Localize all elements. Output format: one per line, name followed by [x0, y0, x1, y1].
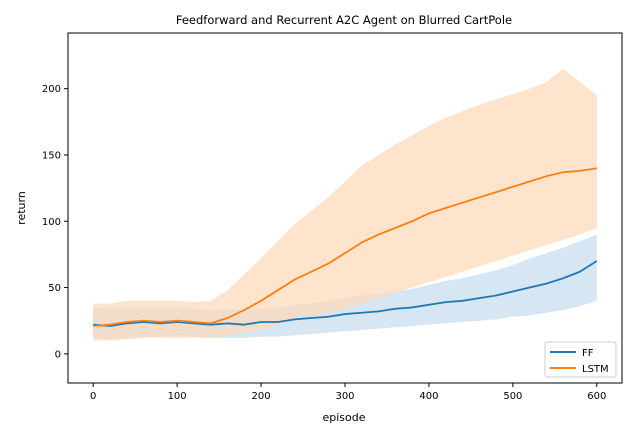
x-tick-label: 400 — [419, 391, 438, 402]
series-lines — [93, 167, 598, 327]
x-tick-label: 0 — [90, 391, 96, 402]
band-lstm — [93, 68, 597, 341]
y-tick-label: 200 — [42, 84, 61, 95]
x-tick-label: 300 — [335, 391, 354, 402]
legend-label-ff: FF — [582, 348, 594, 359]
x-tick-label: 200 — [252, 391, 271, 402]
legend-label-lstm: LSTM — [582, 364, 609, 375]
x-tick-label: 600 — [587, 391, 606, 402]
y-tick-label: 50 — [48, 283, 61, 294]
y-axis: 0 50 100 150 200 — [42, 84, 68, 360]
y-axis-label: return — [15, 191, 28, 225]
x-axis-label: episode — [322, 411, 365, 424]
y-tick-label: 0 — [55, 349, 61, 360]
y-tick-label: 150 — [42, 150, 61, 161]
confidence-bands — [93, 68, 597, 341]
x-axis: 0 100 200 300 400 500 600 — [90, 383, 606, 402]
x-tick-label: 500 — [503, 391, 522, 402]
y-tick-label: 100 — [42, 217, 61, 228]
chart-title: Feedforward and Recurrent A2C Agent on B… — [176, 13, 512, 27]
line-lstm — [93, 167, 597, 327]
line-ff — [93, 260, 598, 327]
x-tick-label: 100 — [168, 391, 187, 402]
legend: FF LSTM — [544, 341, 617, 378]
